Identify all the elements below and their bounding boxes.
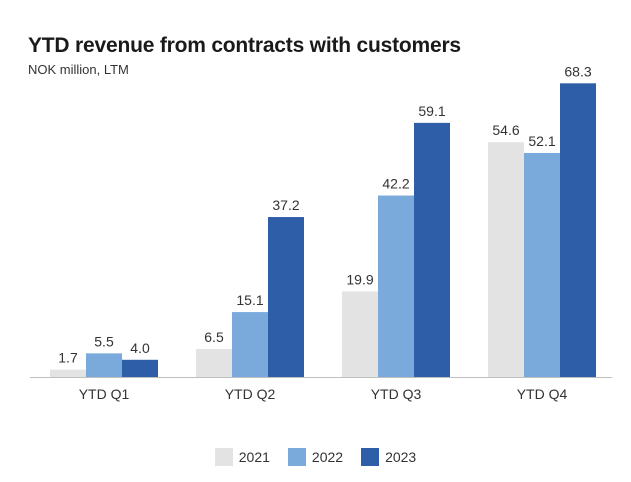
legend-label-2022: 2022 xyxy=(311,449,344,465)
x-tick-label-ytd-q3: YTD Q3 xyxy=(371,386,422,402)
data-label-2023-ytd-q3: 59.1 xyxy=(418,103,445,119)
legend-swatch-2023 xyxy=(361,448,380,466)
data-label-2023-ytd-q2: 37.2 xyxy=(272,197,299,213)
legend-item-2023: 2023 xyxy=(361,448,416,466)
data-label-2021-ytd-q2: 6.5 xyxy=(204,329,224,345)
legend-item-2022: 2022 xyxy=(287,448,344,466)
x-tick-label-ytd-q4: YTD Q4 xyxy=(517,386,568,402)
data-label-2022-ytd-q1: 5.5 xyxy=(94,333,114,349)
bar-2023-ytd-q4 xyxy=(560,83,596,377)
chart-subtitle: NOK million, LTM xyxy=(28,62,129,77)
legend-label-2023: 2023 xyxy=(385,449,417,465)
legend-swatch-2021 xyxy=(214,448,233,466)
x-tick-label-ytd-q2: YTD Q2 xyxy=(225,386,276,402)
bar-2023-ytd-q2 xyxy=(268,217,304,377)
bar-2023-ytd-q3 xyxy=(414,122,450,378)
data-label-2021-ytd-q3: 19.9 xyxy=(346,271,373,287)
bar-2022-ytd-q3 xyxy=(378,195,414,377)
data-label-2022-ytd-q3: 42.2 xyxy=(382,176,409,192)
bar-2021-ytd-q2 xyxy=(196,349,232,377)
bar-2022-ytd-q4 xyxy=(524,152,560,377)
bar-2021-ytd-q1 xyxy=(50,369,86,377)
x-tick-label-ytd-q1: YTD Q1 xyxy=(79,386,130,402)
chart-title: YTD revenue from contracts with customer… xyxy=(28,34,461,57)
legend-swatch-2022 xyxy=(287,448,306,466)
legend-label-2021: 2021 xyxy=(238,449,270,465)
bar-2022-ytd-q2 xyxy=(232,312,268,377)
data-label-2023-ytd-q1: 4.0 xyxy=(130,340,150,356)
legend: 2021 2022 2023 xyxy=(0,448,631,466)
bar-2021-ytd-q4 xyxy=(488,142,524,377)
bar-2023-ytd-q1 xyxy=(122,359,158,377)
data-label-2021-ytd-q4: 54.6 xyxy=(492,122,519,138)
data-label-2021-ytd-q1: 1.7 xyxy=(58,350,78,366)
legend-item-2021: 2021 xyxy=(214,448,270,466)
data-label-2022-ytd-q4: 52.1 xyxy=(528,133,555,149)
bar-2021-ytd-q3 xyxy=(342,291,378,377)
data-label-2022-ytd-q2: 15.1 xyxy=(236,292,263,308)
data-label-2023-ytd-q4: 68.3 xyxy=(564,63,591,79)
bar-2022-ytd-q1 xyxy=(86,353,122,377)
